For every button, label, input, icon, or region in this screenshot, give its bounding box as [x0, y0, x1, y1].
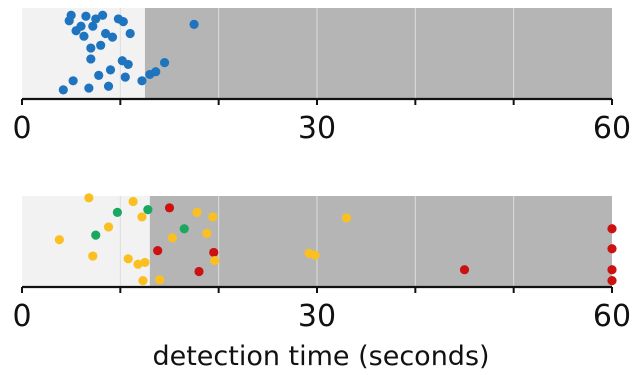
- data-point: [100, 28, 111, 39]
- data-point: [76, 21, 86, 31]
- data-point: [159, 58, 170, 68]
- data-point: [208, 212, 218, 222]
- data-point: [86, 43, 96, 53]
- data-point: [54, 235, 64, 245]
- data-point: [118, 17, 128, 27]
- data-point: [81, 11, 91, 21]
- data-point: [128, 196, 138, 207]
- data-point: [153, 246, 163, 256]
- data-point: [84, 83, 94, 93]
- x-tick-label: 30: [298, 299, 336, 334]
- x-tick-label: 30: [298, 111, 336, 146]
- data-point: [96, 40, 106, 50]
- data-point: [210, 256, 220, 266]
- data-point: [86, 54, 96, 64]
- data-point: [107, 32, 118, 42]
- data-point: [189, 19, 199, 29]
- data-point: [84, 193, 94, 203]
- unshaded-region: [22, 196, 150, 287]
- data-point: [137, 212, 147, 222]
- data-point: [112, 207, 122, 217]
- x-tick-label: 0: [12, 299, 31, 334]
- x-tick-label: 60: [593, 111, 631, 146]
- data-point: [58, 85, 68, 95]
- bottom-panel: 0 30 60: [12, 193, 631, 334]
- data-point: [123, 59, 133, 70]
- data-point: [607, 276, 617, 286]
- data-point: [202, 228, 212, 238]
- x-tick-label: 0: [12, 111, 31, 146]
- data-point: [179, 224, 189, 234]
- data-point: [155, 275, 165, 285]
- data-point: [91, 14, 101, 24]
- data-point: [105, 65, 116, 75]
- data-point: [137, 76, 147, 86]
- data-point: [167, 233, 178, 243]
- data-point: [123, 254, 133, 264]
- shaded-region: [149, 196, 613, 287]
- data-point: [143, 205, 153, 215]
- data-point: [194, 266, 204, 277]
- data-point: [88, 21, 98, 31]
- data-point: [607, 224, 617, 234]
- data-point: [607, 244, 617, 254]
- shaded-region: [144, 8, 612, 99]
- data-point: [151, 67, 161, 77]
- data-point: [192, 207, 202, 217]
- data-point: [607, 265, 617, 275]
- data-point: [66, 10, 76, 20]
- data-point: [459, 265, 470, 275]
- data-point: [68, 76, 78, 86]
- data-point: [98, 10, 108, 20]
- data-point: [209, 247, 219, 258]
- data-point: [103, 81, 114, 91]
- data-point: [91, 230, 101, 240]
- data-point: [140, 257, 150, 268]
- data-point: [120, 72, 130, 82]
- data-point: [133, 259, 143, 269]
- data-point: [88, 251, 98, 261]
- x-tick-label: 60: [593, 299, 631, 334]
- data-point: [79, 31, 89, 41]
- x-axis-label: detection time (seconds): [152, 341, 489, 372]
- data-point: [103, 222, 114, 232]
- data-point: [164, 203, 175, 213]
- data-point: [94, 70, 104, 80]
- top-panel: 0 30 60: [12, 8, 631, 146]
- data-point: [125, 28, 135, 39]
- data-point: [310, 250, 320, 260]
- data-point: [341, 213, 352, 223]
- data-point: [138, 276, 148, 286]
